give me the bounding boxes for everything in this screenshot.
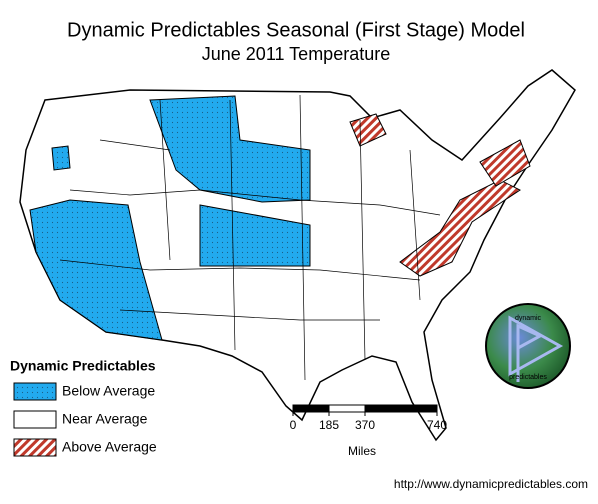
below-average-southwest: [29, 199, 163, 341]
logo-p: [516, 323, 544, 382]
scale-tick-label: 740: [427, 418, 447, 432]
logo-text: dynamic: [515, 315, 542, 322]
scale-segment: [328, 404, 366, 413]
legend: Dynamic Predictables Below Average Near …: [10, 358, 157, 457]
above-average-michigan: [349, 113, 387, 147]
below-average-northwest: [149, 95, 311, 203]
above-average-appalachia: [399, 179, 521, 277]
legend-label: Below Average: [62, 383, 155, 399]
below-average-central: [199, 204, 311, 267]
state-lines: [59, 94, 441, 381]
legend-label: Above Average: [62, 439, 157, 455]
legend-title: Dynamic Predictables: [10, 358, 156, 374]
above-average-new-england: [479, 139, 531, 187]
scale-bar: Miles 0 185 370 740: [290, 404, 447, 458]
title: Dynamic Predictables Seasonal (First Sta…: [67, 19, 525, 41]
us-map: [19, 69, 576, 442]
scale-tick-label: 0: [290, 418, 297, 432]
legend-label: Near Average: [62, 411, 148, 427]
subtitle: June 2011 Temperature: [202, 44, 390, 64]
logo: dynamic predictables: [485, 303, 571, 389]
legend-swatch-above: [13, 438, 57, 457]
scale-segment: [364, 404, 438, 413]
logo-text: predictables: [509, 374, 547, 381]
scale-unit: Miles: [348, 444, 376, 458]
scale-tick-label: 370: [355, 418, 375, 432]
scale-tick-label: 185: [319, 418, 339, 432]
logo-triangle: [508, 315, 564, 377]
below-average-oregon: [51, 145, 71, 171]
legend-swatch-near: [13, 410, 57, 429]
legend-swatch-below: [13, 382, 57, 401]
logo-circle: [485, 303, 571, 389]
scale-segment: [292, 404, 330, 413]
footer-url: http://www.dynamicpredictables.com: [394, 477, 588, 491]
